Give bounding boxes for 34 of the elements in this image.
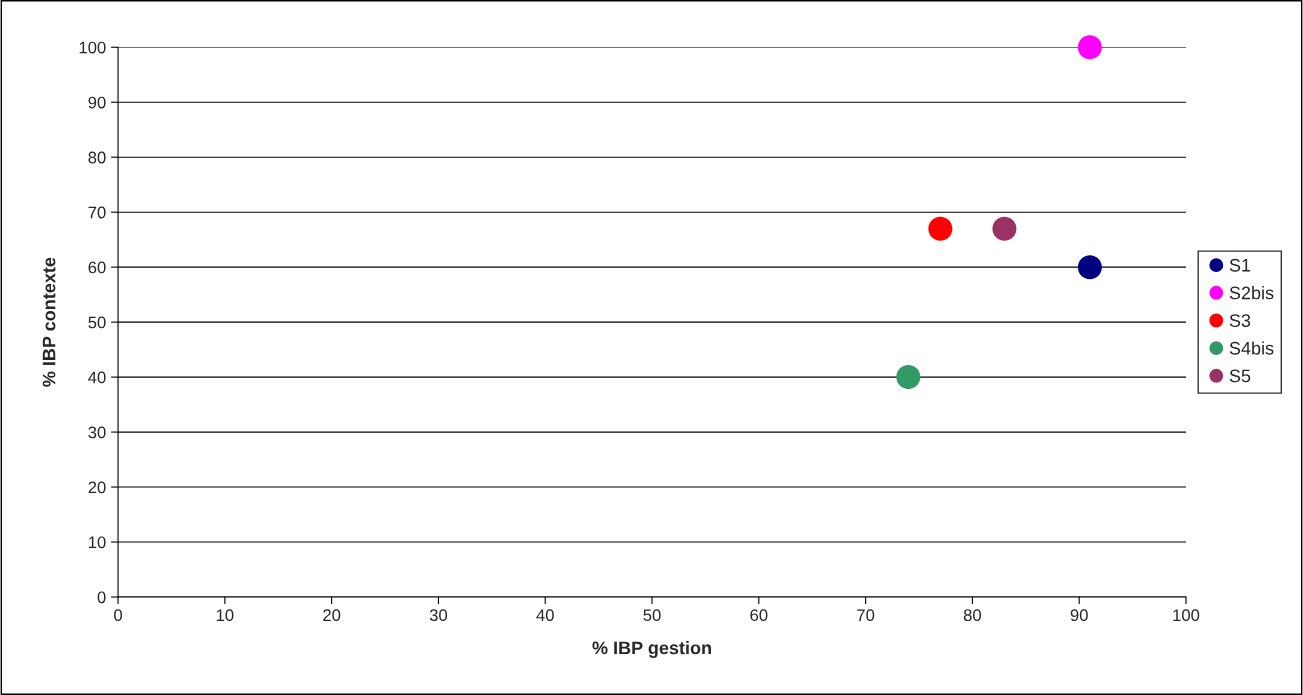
y-tick-label: 10: [88, 536, 106, 549]
y-tick-label: 0: [97, 591, 106, 604]
y-tick-label: 60: [88, 261, 106, 274]
x-tick-label: 40: [536, 609, 554, 622]
legend-label: S3: [1229, 314, 1251, 327]
y-tick-label: 90: [88, 96, 106, 109]
x-tick-label: 30: [429, 609, 448, 622]
y-tick-label: 20: [88, 481, 106, 494]
x-tick-label: 60: [750, 609, 768, 622]
x-tick-label: 90: [1070, 609, 1088, 622]
point: [1077, 35, 1102, 60]
legend-label: S5: [1229, 369, 1251, 383]
x-tick-label: 100: [1173, 609, 1200, 622]
point: [928, 216, 953, 241]
y-tick-label: 100: [79, 41, 106, 54]
legend-label: S1: [1229, 258, 1251, 272]
point: [896, 365, 921, 390]
x-axis-title: % IBP gestion: [592, 641, 711, 658]
point: [1077, 255, 1102, 280]
x-tick-label: 70: [857, 609, 875, 622]
y-axis-title: % IBP contexte: [42, 257, 56, 387]
legend-label: S2bis: [1229, 286, 1274, 300]
x-tick-label: 80: [963, 609, 982, 622]
y-tick-label: 80: [88, 151, 106, 164]
y-tick-label: 40: [88, 371, 106, 384]
y-tick-label: 30: [88, 426, 106, 439]
x-tick-label: 50: [643, 609, 661, 622]
point: [992, 216, 1017, 241]
y-tick-label: 50: [88, 316, 106, 329]
x-tick-label: 20: [323, 609, 341, 622]
y-tick-label: 70: [88, 206, 106, 219]
legend-label: S4bis: [1229, 341, 1274, 355]
x-tick-label: 10: [216, 609, 234, 622]
x-tick-label: 0: [114, 609, 123, 622]
